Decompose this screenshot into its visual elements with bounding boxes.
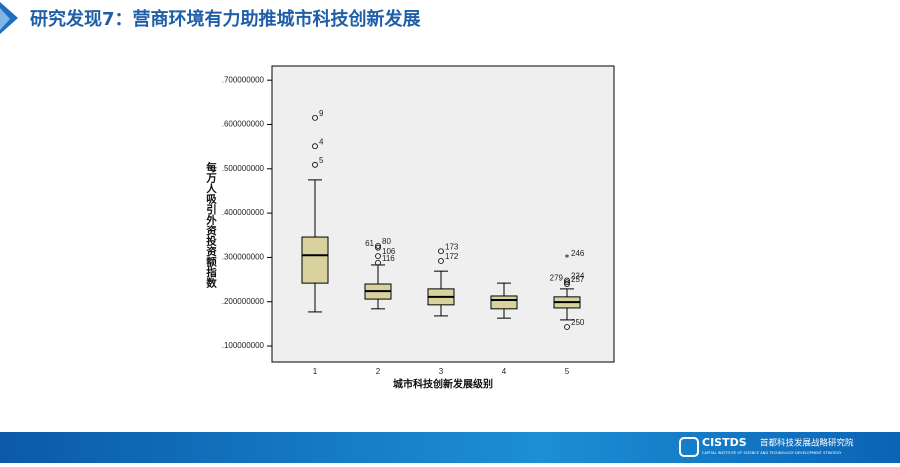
outlier xyxy=(375,259,381,266)
footer-logo-icon xyxy=(679,437,699,457)
y-tick-label: .500000000 xyxy=(222,164,265,173)
outlier-label: 4 xyxy=(319,137,324,146)
box xyxy=(301,236,329,284)
y-tick-label: .400000000 xyxy=(222,208,265,217)
footer-name: 首都科技发展战略研究院 xyxy=(760,438,854,449)
outlier xyxy=(312,114,318,121)
outlier-label: 257 xyxy=(571,275,585,284)
y-tick-label: .300000000 xyxy=(222,253,265,262)
y-tick-label: .200000000 xyxy=(222,297,265,306)
x-tick-label: 1 xyxy=(313,367,318,376)
outlier-label: 80 xyxy=(382,237,391,246)
title-marker-inner xyxy=(0,8,10,30)
outlier xyxy=(375,243,381,249)
plot-area xyxy=(271,65,615,363)
outlier xyxy=(438,248,444,255)
outlier-label: 234 xyxy=(571,272,585,281)
outlier-label: 61 xyxy=(365,239,374,248)
outlier-label: 246 xyxy=(571,249,585,258)
outlier xyxy=(312,161,318,168)
outlier xyxy=(312,143,318,150)
outlier xyxy=(564,324,570,330)
footer-name-en: CAPITAL INSTITUTE OF SCIENCE AND TECHNOL… xyxy=(702,451,842,455)
outlier xyxy=(375,253,381,259)
footer-logo: CISTDS xyxy=(702,436,747,449)
x-tick-label: 3 xyxy=(439,367,444,376)
outlier-label: 106 xyxy=(382,247,396,256)
outlier-label: 116 xyxy=(382,254,395,263)
outlier: * xyxy=(565,253,570,263)
outlier-label: 5 xyxy=(319,156,324,165)
outlier xyxy=(564,277,570,284)
outlier xyxy=(564,281,570,287)
x-tick-label: 2 xyxy=(376,367,381,376)
footer-band xyxy=(0,432,900,463)
outlier-label: 279 xyxy=(550,273,564,282)
y-tick-label: .100000000 xyxy=(222,341,265,350)
outlier xyxy=(564,279,570,286)
x-axis-label: 城市科技创新发展级别 xyxy=(393,378,493,391)
x-tick-label: 4 xyxy=(502,367,507,376)
outlier-label: 9 xyxy=(319,109,324,118)
outlier-label: 250 xyxy=(571,318,585,327)
slide-title: 研究发现7：营商环境有力助推城市科技创新发展 xyxy=(30,8,422,30)
y-tick-label: .700000000 xyxy=(222,75,265,84)
outlier-label: 172 xyxy=(445,252,459,261)
box xyxy=(490,295,518,310)
outlier xyxy=(438,258,444,264)
outlier xyxy=(375,244,381,251)
x-tick-label: 5 xyxy=(565,367,570,376)
outlier-label: 173 xyxy=(445,242,459,251)
y-tick-label: .600000000 xyxy=(222,120,265,129)
y-axis-label: 每万人吸引外资投资额指数 xyxy=(205,161,217,289)
